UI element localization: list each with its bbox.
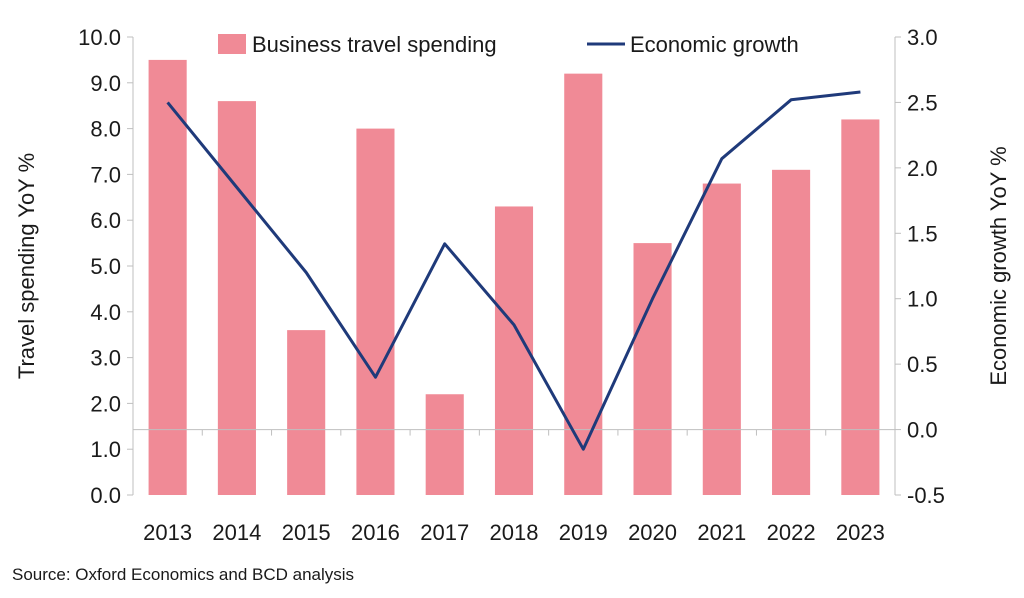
bar-2013 <box>148 59 187 496</box>
x-tick-label-2023: 2023 <box>836 520 885 545</box>
y-tick-label-left: 1.0 <box>90 437 121 462</box>
bar-2023 <box>841 119 880 495</box>
x-tick-label-2015: 2015 <box>282 520 331 545</box>
y-tick-label-left: 9.0 <box>90 71 121 96</box>
y-tick-label-right: -0.5 <box>907 483 945 508</box>
x-tick-label-2014: 2014 <box>212 520 261 545</box>
y-tick-label-right: 3.0 <box>907 25 938 50</box>
y-tick-label-right: 0.0 <box>907 418 938 443</box>
legend-label-business-travel: Business travel spending <box>252 32 497 57</box>
y-tick-label-left: 3.0 <box>90 346 121 371</box>
bar-2017 <box>425 394 464 495</box>
bar-2016 <box>356 128 395 495</box>
x-tick-label-2022: 2022 <box>767 520 816 545</box>
y-tick-label-left: 0.0 <box>90 483 121 508</box>
y-tick-label-right: 1.5 <box>907 221 938 246</box>
y-tick-label-right: 2.5 <box>907 90 938 115</box>
series-line-economic-growth <box>166 90 861 451</box>
x-tick-label-2013: 2013 <box>143 520 192 545</box>
x-tick-label-2019: 2019 <box>559 520 608 545</box>
x-tick-label-2020: 2020 <box>628 520 677 545</box>
combo-chart: 0.0 1.0 2.0 3.0 4.0 5.0 6.0 7.0 8.0 9.0 10.0 -0.5 0.… <box>14 25 1011 545</box>
bar-2022 <box>772 169 811 495</box>
y-axis-right-title: Economic growth YoY % <box>986 146 1011 385</box>
bar-2019 <box>564 73 603 495</box>
x-tick-label-2017: 2017 <box>420 520 469 545</box>
source-note: Source: Oxford Economics and BCD analysi… <box>12 565 355 584</box>
y-tick-label-left: 4.0 <box>90 300 121 325</box>
bar-2015 <box>287 330 326 495</box>
x-tick-label-2021: 2021 <box>697 520 746 545</box>
y-axis-left-title: Travel spending YoY % <box>14 153 39 379</box>
bar-2014 <box>217 101 256 496</box>
bar-2021 <box>702 183 741 495</box>
legend-label-economic-growth: Economic growth <box>630 32 799 57</box>
y-tick-label-left: 2.0 <box>90 391 121 416</box>
y-tick-label-right: 1.0 <box>907 287 938 312</box>
y-tick-label-left: 6.0 <box>90 208 121 233</box>
x-tick-label-2018: 2018 <box>490 520 539 545</box>
y-tick-label-left: 8.0 <box>90 117 121 142</box>
bar-2020 <box>633 243 672 495</box>
y-tick-label-left: 7.0 <box>90 162 121 187</box>
y-tick-label-right: 0.5 <box>907 352 938 377</box>
legend-swatch-business-travel <box>218 34 246 54</box>
y-tick-label-left: 10.0 <box>78 25 121 50</box>
y-tick-label-right: 2.0 <box>907 156 938 181</box>
y-tick-label-left: 5.0 <box>90 254 121 279</box>
x-tick-label-2016: 2016 <box>351 520 400 545</box>
